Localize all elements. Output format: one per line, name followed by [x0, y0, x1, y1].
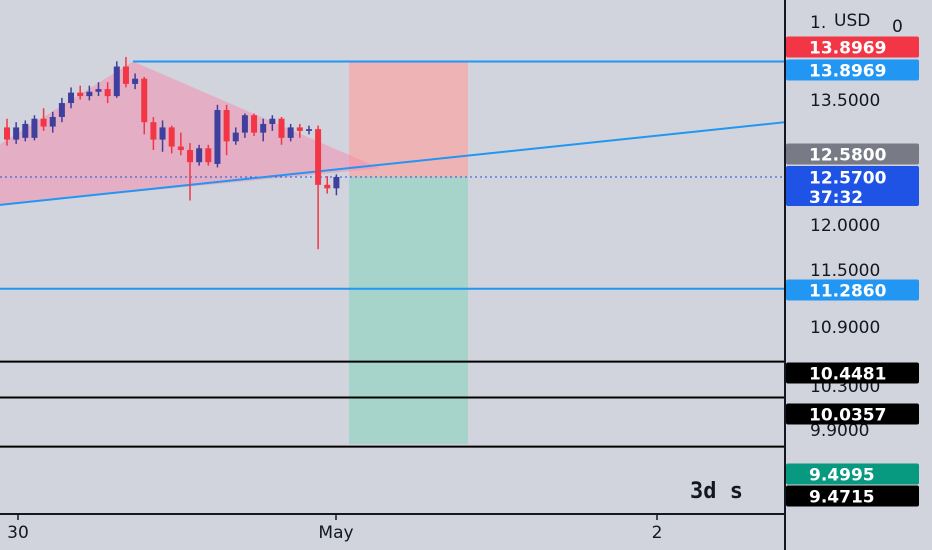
price-tag-value-0: 13.8969 — [809, 39, 886, 59]
price-tag-value-3: 12.5700 — [809, 169, 887, 189]
x-tick-0: 30 — [7, 514, 29, 543]
candle-13[interactable] — [122, 56, 129, 88]
price-tag-7: 9.4995 — [786, 463, 919, 486]
x-tick-label-2: 2 — [652, 523, 663, 543]
axis-top-value: 0 — [892, 17, 903, 37]
candle-8[interactable] — [77, 85, 84, 100]
candle-17[interactable] — [159, 120, 166, 152]
candle-4[interactable] — [40, 108, 47, 131]
candle-20[interactable] — [187, 143, 193, 201]
candle-1[interactable] — [13, 122, 20, 144]
price-tag-value-5: 10.4481 — [809, 365, 886, 385]
y-tick-label-5: 9.9000 — [810, 421, 869, 441]
candle-6[interactable] — [58, 97, 65, 123]
price-tag-6: 10.0357 — [786, 403, 919, 426]
price-tag-4: 11.2860 — [786, 279, 919, 302]
candle-11[interactable] — [104, 82, 111, 104]
candle-12[interactable] — [113, 61, 120, 98]
candle-15[interactable] — [141, 76, 148, 135]
candle-28[interactable] — [260, 118, 267, 142]
candle-19[interactable] — [177, 132, 184, 156]
candle-36[interactable] — [333, 174, 340, 196]
candle-31[interactable] — [287, 123, 294, 142]
price-tag-value-8: 9.4715 — [809, 488, 875, 508]
candle-29[interactable] — [269, 115, 276, 131]
price-tag-value-2: 12.5800 — [809, 146, 887, 166]
x-tick-2: 2 — [652, 514, 663, 543]
price-tag-2: 12.5800 — [786, 143, 919, 166]
candle-33[interactable] — [305, 125, 312, 135]
price-tag-value-7: 9.4995 — [809, 466, 875, 486]
price-tag-countdown: 37:32 — [809, 188, 863, 208]
price-tag-value-1: 13.8969 — [809, 62, 886, 82]
price-tag-1: 13.8969 — [786, 59, 919, 82]
candle-5[interactable] — [49, 111, 56, 133]
candle-7[interactable] — [68, 87, 75, 109]
price-tag-0: 13.8969 — [786, 36, 919, 59]
triangle-pattern[interactable] — [0, 61, 380, 205]
candle-23[interactable] — [214, 104, 221, 168]
candle-30[interactable] — [278, 116, 285, 145]
candle-24[interactable] — [223, 104, 230, 156]
axis-currency-label: USD — [834, 11, 870, 31]
position-profit-zone[interactable] — [349, 177, 468, 445]
candle-2[interactable] — [22, 120, 29, 142]
candle-34[interactable] — [315, 125, 322, 250]
x-tick-label-1: May — [318, 523, 353, 543]
overlay-label: 3d s — [690, 479, 743, 504]
candle-26[interactable] — [241, 113, 248, 138]
y-tick-label-3: 10.9000 — [810, 318, 880, 338]
price-tag-5: 10.4481 — [786, 362, 919, 385]
candle-3[interactable] — [31, 115, 38, 141]
price-tag-value-6: 10.0357 — [809, 406, 886, 426]
candle-22[interactable] — [205, 144, 212, 166]
candle-25[interactable] — [232, 127, 239, 145]
candle-9[interactable] — [86, 85, 93, 101]
trend-line[interactable] — [0, 121, 786, 206]
candle-0[interactable] — [4, 118, 10, 146]
candle-35[interactable] — [324, 176, 331, 194]
price-axis-background — [785, 0, 932, 550]
y-tick-label-0: 13.5000 — [810, 91, 880, 111]
x-tick-1: May — [318, 514, 354, 543]
candle-21[interactable] — [196, 144, 203, 166]
y-tick-label-1: 12.0000 — [810, 216, 880, 236]
candle-14[interactable] — [132, 73, 139, 90]
candle-32[interactable] — [296, 123, 303, 138]
price-tag-8: 9.4715 — [786, 485, 919, 508]
position-loss-zone[interactable] — [349, 61, 468, 177]
candle-27[interactable] — [251, 113, 258, 137]
y-tick-label-2: 11.5000 — [810, 261, 880, 281]
candle-16[interactable] — [150, 116, 157, 151]
price-tag-value-4: 11.2860 — [809, 282, 887, 302]
candle-10[interactable] — [95, 82, 102, 97]
candle-18[interactable] — [168, 125, 175, 154]
axis-scale-label: 1. — [810, 13, 826, 33]
x-tick-label-0: 30 — [7, 523, 29, 543]
